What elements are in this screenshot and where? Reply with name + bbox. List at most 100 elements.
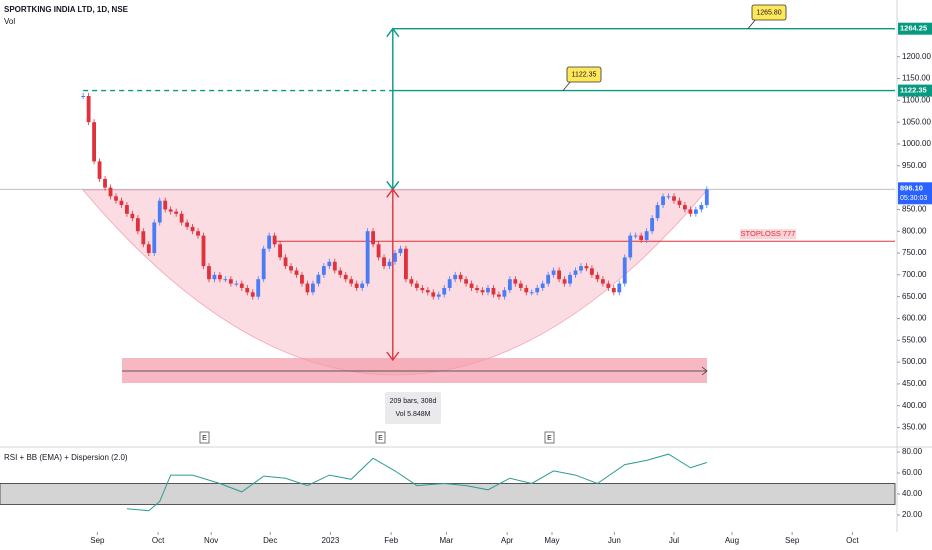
callout-pointer [747, 18, 757, 29]
candle [146, 244, 151, 254]
y-tick-label: 1050.00 [902, 117, 931, 126]
candle [562, 279, 567, 284]
candle [92, 122, 97, 162]
y-tick-label: 1000.00 [902, 139, 931, 148]
y-tick-label: 1100.00 [902, 95, 931, 104]
candle [447, 279, 452, 288]
callout-label: 1265.80 [756, 9, 781, 16]
countdown-label: 05:30:03 [900, 195, 927, 202]
y-tick-label: 350.00 [902, 423, 927, 432]
candle [245, 287, 250, 293]
x-tick-label: Oct [846, 536, 859, 545]
candle [250, 292, 255, 297]
candle [518, 283, 523, 288]
x-tick-label: Sep [90, 536, 105, 545]
candle [595, 274, 600, 280]
candle [283, 257, 288, 267]
candle [316, 274, 321, 284]
rsi-line [126, 453, 707, 512]
candle [218, 274, 222, 280]
candle [699, 205, 704, 210]
candle [360, 283, 365, 288]
measure-box [385, 392, 441, 424]
volume-title: Vol [4, 17, 15, 26]
candle [507, 279, 512, 291]
candle [119, 200, 124, 206]
range-arrow-head [701, 366, 708, 376]
candle [179, 213, 184, 223]
candle [97, 161, 102, 179]
candle [261, 248, 266, 280]
x-tick-label: Feb [384, 536, 398, 545]
rsi-tick-label: 60.00 [902, 468, 923, 477]
candle [114, 196, 118, 201]
candle [174, 211, 179, 214]
candle [491, 287, 496, 295]
candle [409, 279, 414, 284]
candle [239, 283, 244, 288]
earnings-label: E [547, 435, 552, 442]
candle [343, 274, 348, 280]
y-tick-label: 700.00 [902, 270, 927, 279]
candle [185, 222, 190, 227]
y-tick-label: 450.00 [902, 379, 927, 388]
candle [524, 287, 529, 293]
y-tick-label: 750.00 [902, 248, 927, 257]
candle [305, 283, 310, 293]
candle [617, 283, 622, 293]
indicator-title: RSI + BB (EMA) + Dispersion (2.0) [4, 453, 128, 462]
earnings-label: E [378, 435, 383, 442]
callout-box [566, 66, 602, 83]
earnings-box [375, 431, 386, 444]
candle [453, 274, 458, 280]
earnings-label: E [202, 435, 207, 442]
candle [376, 244, 381, 258]
x-tick-label: Aug [725, 536, 739, 545]
x-tick-label: Apr [501, 536, 514, 545]
rsi-band [0, 483, 896, 505]
x-tick-label: Mar [440, 536, 454, 545]
candle [81, 95, 86, 97]
candle [650, 218, 655, 232]
callout-pointer [562, 80, 572, 91]
x-tick-label: Nov [204, 536, 218, 545]
symbol-title: SPORTKING INDIA LTD, 1D, NSE [4, 5, 129, 14]
candle [382, 257, 386, 267]
y-tick-label: 600.00 [902, 314, 927, 323]
candle [704, 189, 709, 206]
candle [644, 231, 649, 240]
candle [611, 287, 616, 293]
candle [234, 283, 239, 285]
stoploss-box [740, 229, 796, 240]
candle [168, 209, 173, 212]
y-tick-label: 1200.00 [902, 52, 931, 61]
rsi-tick-label: 80.00 [902, 447, 923, 456]
x-tick-label: Sep [785, 536, 800, 545]
candle [475, 287, 479, 291]
x-tick-label: 2023 [322, 536, 340, 545]
level-price-box [898, 22, 932, 35]
candle [371, 231, 376, 245]
candle [513, 279, 518, 284]
candle [540, 283, 545, 288]
x-tick-label: Dec [263, 536, 277, 545]
candle [163, 200, 168, 210]
candle [590, 268, 594, 275]
y-tick-label: 950.00 [902, 161, 927, 170]
candle [480, 290, 485, 293]
x-tick-label: May [544, 536, 559, 545]
candle [666, 196, 671, 198]
candle [606, 283, 611, 288]
candle [212, 274, 217, 280]
candle [486, 287, 490, 293]
candle [436, 294, 441, 297]
candle [661, 196, 665, 206]
earnings-markers: E E E [199, 431, 555, 444]
x-tick-label: Oct [152, 536, 165, 545]
stoploss-label: STOPLOSS 777 [741, 229, 796, 238]
candle [108, 187, 113, 197]
candle [639, 235, 644, 240]
candle [677, 200, 682, 206]
earnings-box [199, 431, 210, 444]
candle [294, 270, 299, 275]
